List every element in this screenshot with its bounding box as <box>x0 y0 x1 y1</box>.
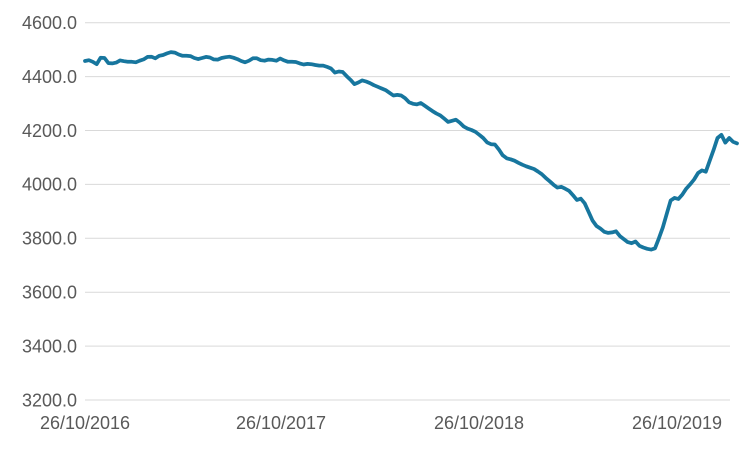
y-axis-tick-label: 3800.0 <box>22 229 77 249</box>
y-axis-tick-label: 3600.0 <box>22 283 77 303</box>
x-axis-tick-label: 26/10/2019 <box>632 413 722 433</box>
y-axis-tick-label: 4600.0 <box>22 13 77 33</box>
y-axis-tick-label: 4000.0 <box>22 175 77 195</box>
x-axis-tick-label: 26/10/2017 <box>236 413 326 433</box>
y-axis-tick-label: 4400.0 <box>22 67 77 87</box>
y-axis-tick-label: 3400.0 <box>22 336 77 356</box>
x-axis-tick-label: 26/10/2018 <box>434 413 524 433</box>
x-axis-tick-label: 26/10/2016 <box>40 413 130 433</box>
series-line <box>83 50 739 252</box>
y-axis-tick-label: 4200.0 <box>22 121 77 141</box>
y-axis-tick-label: 3200.0 <box>22 390 77 410</box>
